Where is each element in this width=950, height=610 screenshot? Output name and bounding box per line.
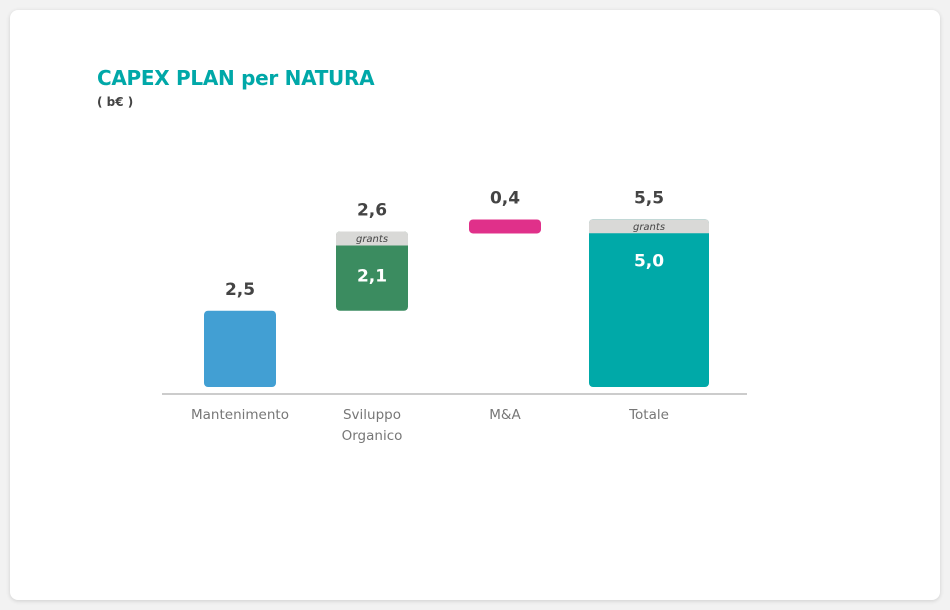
bar-0 (204, 310, 276, 387)
bar-3 (589, 219, 709, 387)
inner-value-label-3: 5,0 (634, 251, 664, 271)
value-label-1: 2,6 (357, 200, 387, 220)
value-label-0: 2,5 (225, 280, 255, 300)
category-label-0: Mantenimento (191, 407, 289, 423)
grants-label-3: grants (633, 222, 665, 233)
category-label-2: M&A (489, 407, 521, 423)
bar-1 (336, 231, 408, 311)
category-label-1: Organico (342, 428, 403, 444)
grants-segment-3 (589, 219, 709, 234)
grants-label-1: grants (356, 234, 388, 245)
bar-2 (469, 219, 541, 234)
category-label-3: Totale (628, 407, 669, 423)
value-label-3: 5,5 (634, 188, 664, 208)
chart-title: CAPEX PLAN per NATURA (97, 66, 375, 90)
inner-value-label-1: 2,1 (357, 266, 387, 286)
chart-unit: ( b€ ) (97, 95, 134, 109)
grants-segment-1 (336, 231, 408, 246)
value-label-2: 0,4 (490, 188, 520, 208)
category-label-1: Sviluppo (343, 407, 401, 423)
chart-card (10, 10, 940, 600)
